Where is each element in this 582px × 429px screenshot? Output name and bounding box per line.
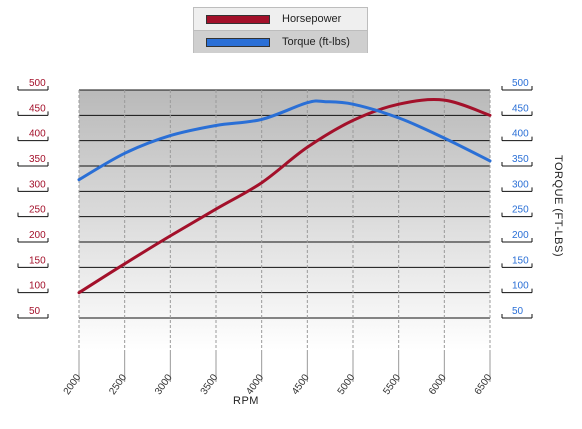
series-lines — [77, 98, 492, 295]
x-tick-label-6000: 6000 — [427, 372, 449, 397]
left-tick-label-400: 400 — [29, 129, 46, 140]
torque-line-point-6500 — [489, 160, 491, 162]
horsepower-line-point-3000 — [169, 235, 172, 237]
x-axis-title: RPM — [233, 395, 259, 407]
torque-line-point-6000 — [443, 137, 446, 139]
right-tick-label-400: 400 — [512, 129, 529, 140]
right-tick-label-200: 200 — [512, 230, 529, 241]
torque-line-point-3000 — [169, 134, 172, 137]
right-y-axis: 500 450 400 350 300 250 200 150 100 50 — [501, 78, 533, 319]
horsepower-swatch — [206, 14, 270, 24]
torque-line-point-2000 — [78, 178, 80, 181]
legend-item-torque: Torque (ft-lbs) — [194, 30, 367, 53]
torque-line-point-5500 — [397, 117, 400, 119]
x-tick-label-5500: 5500 — [381, 372, 403, 397]
right-axis-title: TORQUE (FT-LBS) — [552, 155, 564, 257]
plot-area — [79, 90, 490, 350]
left-tick-label-450: 450 — [29, 103, 46, 114]
right-tick-label-300: 300 — [512, 179, 529, 190]
torque-line-point-5000 — [352, 103, 354, 105]
legend: Horsepower Torque (ft-lbs) — [193, 7, 368, 53]
x-tick-label-3500: 3500 — [199, 372, 221, 397]
right-tick-label-100: 100 — [512, 281, 529, 292]
horsepower-line-point-3500 — [215, 208, 217, 210]
horsepower-line-point-4000 — [260, 181, 263, 184]
torque-swatch — [206, 37, 270, 47]
right-tick-label-350: 350 — [512, 154, 529, 165]
x-tick-label-3000: 3000 — [153, 372, 175, 397]
right-tick-label-50: 50 — [512, 306, 524, 317]
horsepower-line-point-2500 — [123, 262, 126, 265]
left-tick-label-50: 50 — [29, 306, 41, 317]
left-tick-label-200: 200 — [29, 230, 46, 241]
left-tick-label-100: 100 — [29, 281, 46, 292]
left-tick-label-350: 350 — [29, 154, 46, 165]
left-tick-label-300: 300 — [29, 179, 46, 190]
x-tick-label-2500: 2500 — [107, 372, 129, 397]
x-axis: 2000 2500 3000 3500 4000 4500 5000 5500 6000 6500 — [62, 350, 495, 397]
right-tick-label-150: 150 — [512, 255, 529, 266]
right-tick-label-500: 500 — [512, 78, 529, 89]
left-tick-label-250: 250 — [29, 205, 46, 216]
legend-label-torque: Torque (ft-lbs) — [282, 36, 350, 48]
torque-line-point-2500 — [123, 152, 126, 155]
horsepower-line — [77, 98, 492, 295]
torque-line-point-3500 — [215, 124, 217, 127]
gridlines — [78, 89, 491, 350]
right-tick-label-450: 450 — [512, 103, 529, 114]
x-tick-label-4500: 4500 — [290, 372, 312, 397]
horsepower-line-point-5500 — [397, 103, 400, 105]
x-tick-label-6500: 6500 — [473, 372, 495, 397]
legend-item-horsepower: Horsepower — [194, 8, 367, 30]
horsepower-line-point-6500 — [489, 114, 491, 117]
horsepower-line-point-2000 — [78, 291, 80, 294]
x-tick-label-5000: 5000 — [336, 372, 358, 397]
left-y-axis: 500 450 400 350 300 250 200 150 100 50 — [17, 78, 49, 319]
horsepower-line-point-6000 — [443, 99, 446, 101]
horsepower-line-point-5000 — [352, 119, 354, 122]
torque-line-point-4500 — [306, 101, 309, 104]
legend-label-horsepower: Horsepower — [282, 13, 342, 25]
x-tick-label-4000: 4000 — [244, 372, 266, 397]
horsepower-line-point-4500 — [306, 146, 309, 149]
x-tick-label-2000: 2000 — [62, 372, 84, 397]
right-tick-label-250: 250 — [512, 205, 529, 216]
torque-line-point-4700 — [324, 100, 327, 103]
left-tick-label-500: 500 — [29, 78, 46, 89]
left-tick-label-150: 150 — [29, 255, 46, 266]
torque-line-point-4000 — [260, 118, 263, 121]
